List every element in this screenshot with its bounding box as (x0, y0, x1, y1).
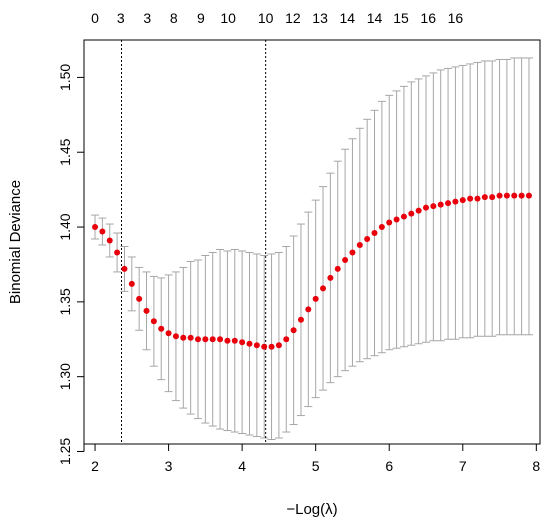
data-point (136, 295, 143, 302)
data-point (297, 316, 304, 323)
data-point (172, 333, 179, 340)
top-axis-label: 16 (420, 10, 436, 26)
top-axis-label: 3 (143, 10, 151, 26)
data-point (408, 210, 415, 217)
data-point (342, 256, 349, 263)
data-point (327, 274, 334, 281)
x-tick-label: 5 (312, 458, 320, 474)
top-axis-label: 14 (340, 10, 356, 26)
data-point (209, 336, 216, 343)
data-point (511, 192, 518, 199)
x-tick-label: 3 (165, 458, 173, 474)
x-axis: 2 3 4 5 6 7 8 (91, 443, 540, 474)
data-point (187, 334, 194, 341)
data-point (525, 192, 532, 199)
data-point (261, 343, 268, 350)
top-axis-label: 12 (285, 10, 301, 26)
top-axis-label: 10 (258, 10, 274, 26)
data-point (114, 249, 121, 256)
data-point (180, 334, 187, 341)
data-point (423, 204, 429, 211)
data-point (290, 327, 297, 334)
data-point (202, 336, 209, 343)
data-point (165, 330, 172, 337)
data-point (92, 224, 99, 231)
data-point (378, 224, 385, 231)
data-point (158, 325, 165, 332)
data-point (518, 192, 525, 199)
y-tick-label: 1.45 (57, 138, 73, 165)
data-point (312, 295, 319, 302)
data-point (459, 197, 466, 204)
data-point (467, 195, 474, 202)
data-point (489, 194, 496, 201)
data-point (386, 219, 393, 226)
x-tick-label: 6 (385, 458, 393, 474)
data-point (246, 340, 253, 347)
y-axis: 1.25 1.30 1.35 1.40 1.45 1.50 (57, 64, 85, 465)
y-axis-title: Binomial Deviance (7, 180, 24, 304)
top-axis-label: 14 (367, 10, 383, 26)
plot-frame (83, 39, 541, 445)
x-axis-title: −Log(λ) (286, 501, 337, 518)
data-point (239, 339, 246, 346)
x-tick-label: 8 (532, 458, 540, 474)
data-point (415, 207, 422, 214)
top-axis-label: 15 (393, 10, 409, 26)
top-axis-label: 16 (448, 10, 464, 26)
y-tick-label: 1.50 (57, 64, 73, 91)
data-point (430, 203, 437, 210)
data-point (393, 216, 400, 223)
y-tick-label: 1.25 (57, 438, 73, 465)
data-point (195, 336, 201, 343)
data-point (364, 236, 371, 243)
data-point (452, 198, 459, 205)
top-axis-label: 9 (197, 10, 205, 26)
data-point (150, 318, 157, 325)
y-tick-label: 1.30 (57, 363, 73, 390)
data-point (283, 336, 290, 343)
data-point (253, 342, 260, 349)
data-point (445, 200, 452, 207)
data-point (217, 336, 224, 343)
data-point (400, 213, 407, 220)
data-point (503, 192, 510, 199)
data-point (320, 285, 327, 292)
data-point (275, 342, 282, 349)
errorbar-group (91, 57, 533, 441)
data-point (99, 228, 106, 235)
x-tick-label: 2 (91, 458, 99, 474)
point-group (92, 192, 532, 350)
data-point (474, 195, 481, 202)
data-point (231, 337, 238, 344)
data-point (496, 192, 503, 199)
top-axis-label: 3 (117, 10, 125, 26)
y-tick-label: 1.35 (57, 288, 73, 315)
data-point (268, 343, 275, 350)
data-point (334, 265, 341, 272)
reference-lines (121, 40, 267, 444)
x-tick-label: 7 (459, 458, 467, 474)
data-point (106, 237, 113, 244)
top-axis-label: 13 (312, 10, 328, 26)
top-axis-label: 8 (170, 10, 178, 26)
data-point (121, 265, 128, 272)
data-point (128, 280, 135, 287)
data-point (143, 307, 150, 314)
data-point (356, 241, 363, 248)
x-tick-label: 4 (238, 458, 246, 474)
y-tick-label: 1.40 (57, 213, 73, 240)
data-point (349, 249, 356, 256)
data-point (224, 337, 231, 344)
top-axis-label: 0 (91, 10, 99, 26)
data-point (437, 201, 444, 208)
data-point (305, 306, 312, 313)
data-point (481, 194, 488, 201)
top-axis-label: 10 (220, 10, 236, 26)
top-axis: 0 3 3 8 9 10 10 12 13 14 14 15 16 16 (91, 10, 463, 26)
data-point (371, 230, 378, 237)
